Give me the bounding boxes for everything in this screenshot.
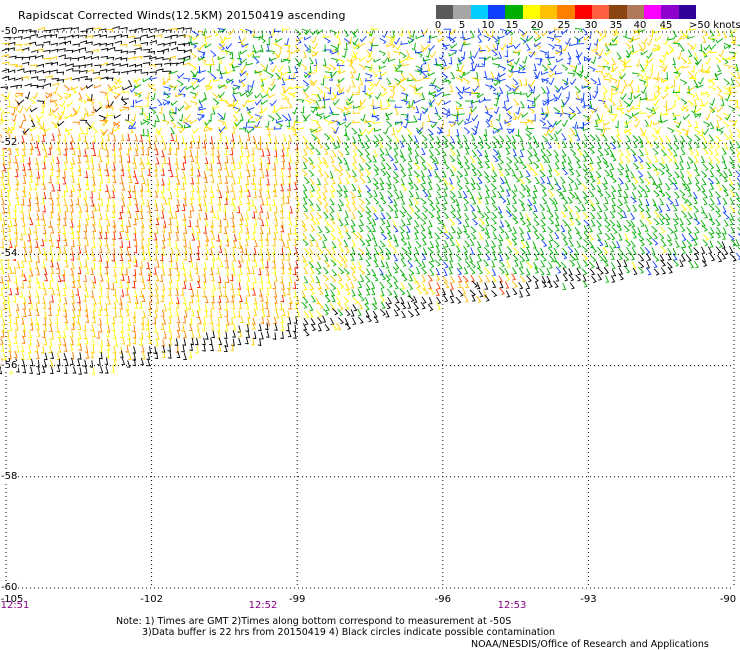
colorbar-tick-label: 15 <box>505 20 519 31</box>
wind-barbs-layer <box>0 25 740 375</box>
longitude-label: -99 <box>289 594 306 605</box>
colorbar-tick-label: 35 <box>609 20 623 31</box>
colorbar-tick-label: 10 <box>481 20 495 31</box>
colorbar-tick-label: 25 <box>557 20 571 31</box>
colorbar-swatch <box>626 5 644 19</box>
colorbar-tick-labels: 0 5 10 15 20 25 30 35 40 45 >50 knots <box>0 20 740 32</box>
longitude-label: -102 <box>140 594 163 605</box>
lat-lon-grid <box>5 31 735 589</box>
latitude-label: -58 <box>1 470 19 482</box>
latitude-label: -56 <box>1 359 19 371</box>
note-line-2: 3)Data buffer is 22 hrs from 20150419 4)… <box>142 626 556 638</box>
colorbar-swatch <box>678 5 696 19</box>
colorbar-swatch <box>522 5 540 19</box>
colorbar-swatch <box>505 5 523 19</box>
colorbar-swatch <box>436 5 454 19</box>
latitude-label: -52 <box>1 137 19 149</box>
colorbar-swatch <box>661 5 679 19</box>
longitude-label: -105 <box>0 594 24 605</box>
colorbar-swatch <box>453 5 471 19</box>
latitude-label: -50 <box>1 26 19 37</box>
colorbar-tick-label: 0 <box>434 20 442 31</box>
longitude-label: -93 <box>580 594 597 605</box>
latitude-label: -60 <box>1 582 19 593</box>
colorbar-swatch <box>643 5 662 19</box>
colorbar-tick-label: 45 <box>659 20 673 31</box>
colorbar-swatch <box>609 5 627 19</box>
footnotes: Note: 1) Times are GMT 2)Times along bot… <box>116 616 556 638</box>
wind-speed-colorbar <box>436 5 696 19</box>
longitude-label: -96 <box>434 594 451 605</box>
longitude-label: -90 <box>719 594 737 605</box>
time-label: 12:53 <box>497 600 527 611</box>
time-label: 12:51 <box>0 600 30 611</box>
map-title: Rapidscat Corrected Winds(12.5KM) 201504… <box>18 9 346 22</box>
colorbar-swatch <box>557 5 575 19</box>
colorbar-tick-label: >50 knots <box>689 20 740 31</box>
colorbar-swatch <box>591 5 610 19</box>
colorbar-swatch <box>539 5 558 19</box>
colorbar-swatch <box>487 5 506 19</box>
credit-line: NOAA/NESDIS/Office of Research and Appli… <box>471 639 709 650</box>
latitude-label: -54 <box>1 248 19 260</box>
time-label: 12:52 <box>248 600 278 611</box>
note-line-1: Note: 1) Times are GMT 2)Times along bot… <box>116 616 512 627</box>
colorbar-swatch <box>470 5 488 19</box>
colorbar-swatch <box>574 5 592 19</box>
colorbar-tick-label: 5 <box>458 20 466 31</box>
colorbar-tick-label: 20 <box>530 20 544 31</box>
colorbar-tick-label: 40 <box>633 20 647 31</box>
colorbar-tick-label: 30 <box>584 20 598 31</box>
